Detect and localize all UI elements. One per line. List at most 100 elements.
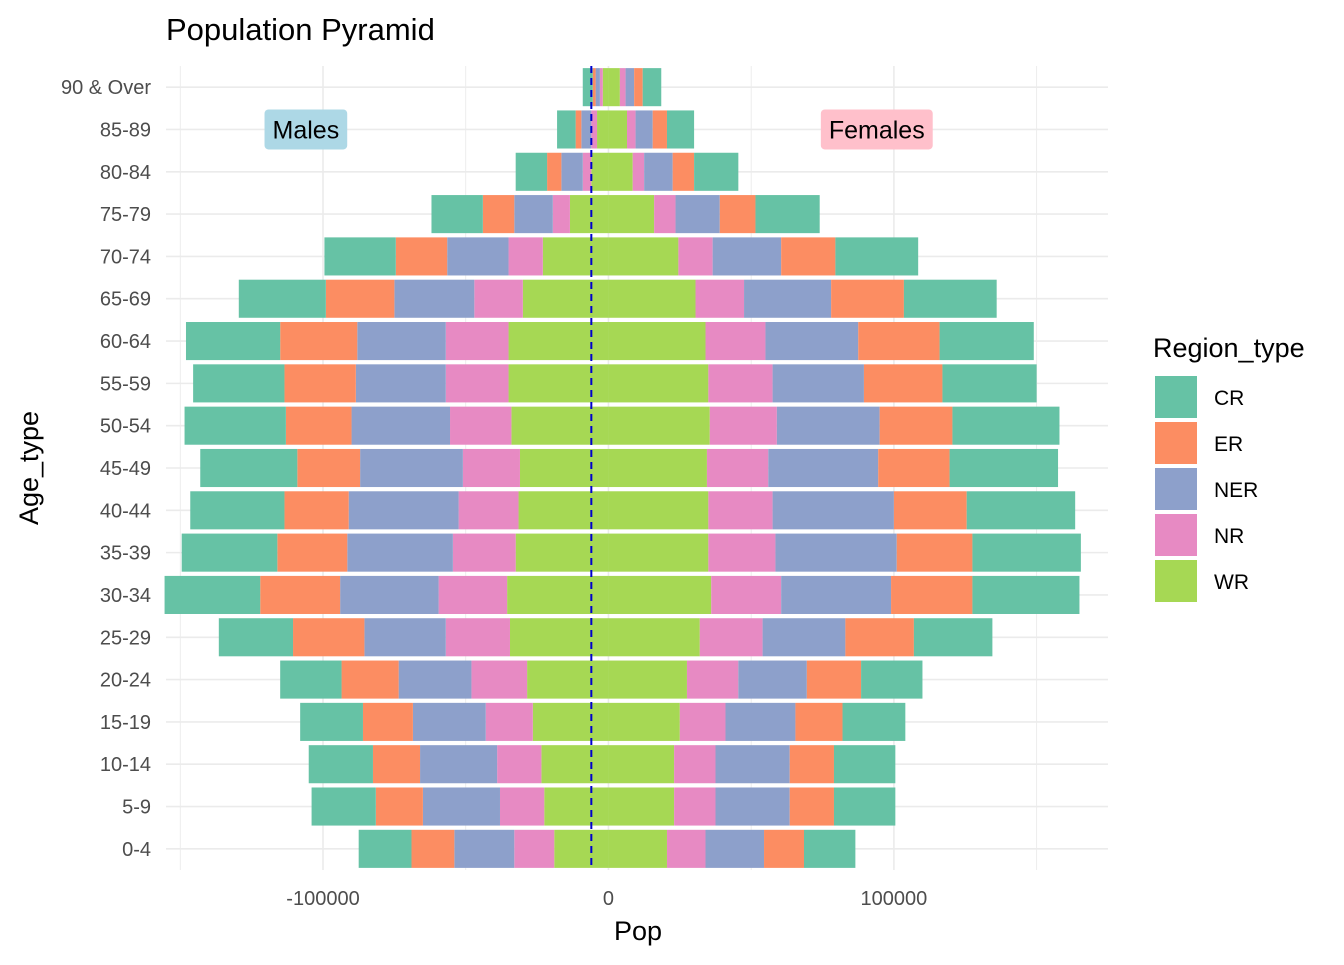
bar-male-nr-55-59: [445, 364, 509, 403]
bar-male-cr-25-29: [218, 618, 294, 657]
bar-female-cr-60-64: [939, 322, 1034, 361]
x-axis-title: Pop: [614, 916, 662, 946]
bar-male-cr-5-9: [311, 787, 376, 826]
bar-male-cr-45-49: [200, 448, 298, 488]
bar-male-nr-70-74: [508, 237, 543, 276]
bar-female-wr-5-9: [608, 787, 675, 826]
bar-male-wr-90-over: [602, 68, 609, 107]
bar-male-er-20-24: [341, 660, 399, 699]
bar-male-cr-40-44: [190, 491, 285, 530]
bar-female-nr-90-over: [619, 68, 626, 107]
bar-female-ner-10-14: [715, 745, 790, 784]
bar-female-cr-20-24: [861, 660, 923, 699]
bar-female-nr-70-74: [678, 237, 713, 276]
bar-female-ner-35-39: [775, 533, 897, 572]
bar-female-ner-15-19: [725, 702, 796, 741]
bar-male-wr-30-34: [507, 575, 609, 614]
y-tick-label: 85-89: [100, 119, 151, 141]
bar-female-wr-15-19: [608, 702, 680, 741]
bar-male-cr-65-69: [238, 279, 326, 318]
bar-female-er-5-9: [789, 787, 834, 826]
bar-male-er-30-34: [260, 575, 341, 614]
bar-male-er-75-79: [482, 195, 515, 234]
bar-male-wr-50-54: [511, 406, 609, 445]
bar-female-ner-25-29: [762, 618, 846, 657]
bar-male-ner-45-49: [360, 448, 463, 488]
bar-male-ner-55-59: [355, 364, 446, 403]
bar-female-cr-90-over: [642, 68, 662, 107]
bar-female-er-55-59: [863, 364, 943, 403]
bar-female-er-15-19: [795, 702, 843, 741]
bar-female-cr-40-44: [966, 491, 1076, 530]
legend-swatch-er: [1155, 422, 1197, 464]
bar-male-wr-35-39: [515, 533, 609, 572]
annotation-males: Males: [264, 109, 348, 150]
bar-female-nr-85-89: [627, 110, 636, 149]
y-tick-label: 70-74: [100, 246, 151, 268]
bar-female-nr-45-49: [706, 448, 769, 488]
bar-male-er-5-9: [375, 787, 423, 826]
bar-male-ner-65-69: [394, 279, 475, 318]
bar-female-nr-80-84: [632, 152, 645, 191]
bar-female-ner-75-79: [675, 195, 720, 234]
bar-female-ner-45-49: [768, 448, 879, 488]
bar-male-nr-65-69: [474, 279, 523, 318]
y-tick-label: 75-79: [100, 204, 151, 226]
bar-male-er-60-64: [280, 322, 358, 361]
y-tick-label: 45-49: [100, 458, 151, 480]
bar-female-ner-20-24: [738, 660, 807, 699]
bar-male-wr-60-64: [508, 322, 609, 361]
bar-male-cr-70-74: [324, 237, 396, 276]
bar-male-ner-85-89: [581, 110, 592, 149]
bar-female-er-35-39: [896, 533, 973, 572]
bar-female-cr-70-74: [835, 237, 919, 276]
bar-male-ner-20-24: [398, 660, 472, 699]
bar-male-nr-85-89: [591, 110, 598, 149]
bar-female-nr-15-19: [679, 702, 726, 741]
bar-female-ner-85-89: [635, 110, 653, 149]
bar-male-cr-85-89: [557, 110, 576, 149]
bar-male-wr-15-19: [532, 702, 609, 741]
bar-female-er-0-4: [764, 829, 804, 868]
bar-female-cr-55-59: [942, 364, 1037, 403]
bar-male-ner-80-84: [561, 152, 583, 191]
bar-female-er-65-69: [831, 279, 904, 318]
bar-male-nr-20-24: [471, 660, 528, 699]
bar-female-wr-0-4: [608, 829, 667, 868]
bar-female-er-90-over: [634, 68, 643, 107]
legend-label-ner: NER: [1214, 479, 1258, 502]
y-tick-label: 35-39: [100, 543, 151, 565]
bar-female-wr-90-over: [608, 68, 620, 107]
bar-male-ner-60-64: [357, 322, 446, 361]
annotation-text: Males: [273, 116, 340, 144]
bar-male-cr-90-over: [582, 68, 593, 107]
bar-female-ner-80-84: [644, 152, 673, 191]
axis-layer: 0-4 5-9 10-14 15-19 20-24 25-29 30-34 35-39 40-4…: [61, 77, 927, 910]
legend-title: Region_type: [1153, 333, 1305, 363]
bar-male-ner-50-54: [351, 406, 451, 445]
bar-female-nr-30-34: [711, 575, 782, 614]
bar-female-cr-50-54: [952, 406, 1060, 445]
bar-male-nr-15-19: [485, 702, 533, 741]
annotation-text: Females: [829, 116, 925, 144]
bar-female-er-70-74: [781, 237, 836, 276]
y-tick-label: 80-84: [100, 162, 151, 184]
bar-male-nr-5-9: [499, 787, 545, 826]
bar-female-cr-75-79: [755, 195, 820, 234]
bar-female-er-25-29: [845, 618, 914, 657]
bar-female-cr-5-9: [833, 787, 896, 826]
legend-swatch-nr: [1155, 514, 1197, 556]
bar-female-cr-0-4: [803, 829, 856, 868]
bar-female-ner-0-4: [705, 829, 765, 868]
bar-female-er-30-34: [891, 575, 973, 614]
y-tick-label: 20-24: [100, 670, 151, 692]
bar-male-cr-80-84: [515, 152, 548, 191]
bar-male-ner-90-over: [595, 68, 600, 107]
legend-label-er: ER: [1214, 433, 1243, 456]
bar-male-wr-10-14: [541, 745, 609, 784]
bar-female-er-80-84: [672, 152, 695, 191]
bar-male-ner-35-39: [347, 533, 453, 572]
bar-male-er-15-19: [362, 702, 413, 741]
bar-female-wr-25-29: [608, 618, 700, 657]
